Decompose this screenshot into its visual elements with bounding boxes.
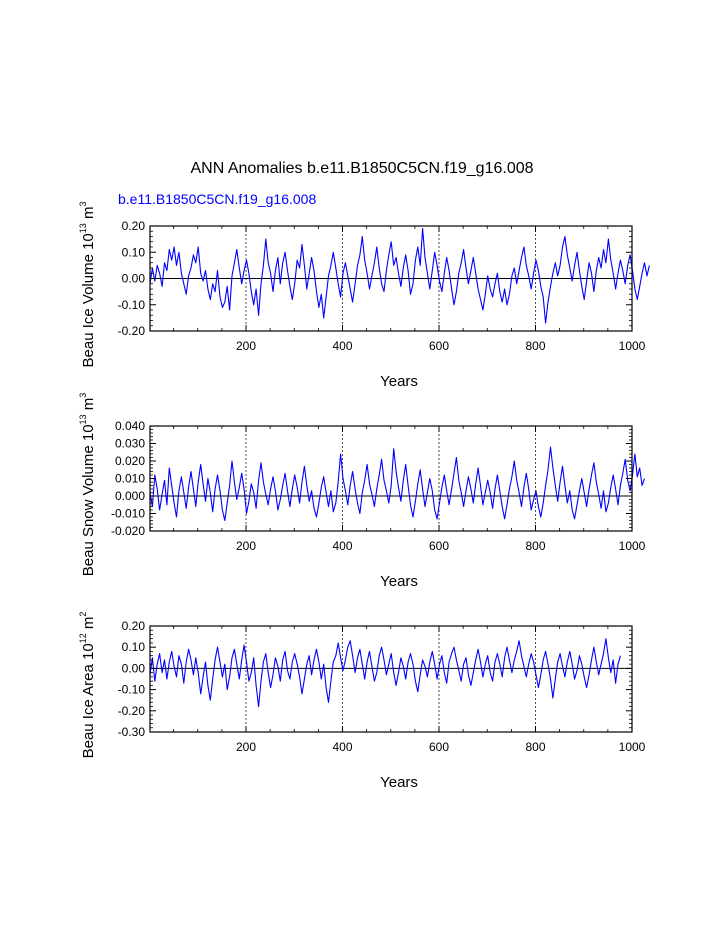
y-tick-label: 0.000 <box>115 489 145 503</box>
y-label-unit: m <box>80 207 97 224</box>
y-tick-label: 0.10 <box>122 245 146 259</box>
y-label-exponent: 13 <box>78 414 88 424</box>
x-tick-label: 200 <box>236 740 256 754</box>
figure-title: ANN Anomalies b.e11.B1850C5CN.f19_g16.00… <box>190 160 533 177</box>
y-label-text: Beau Ice Area 10 <box>80 643 97 758</box>
y-tick-label: -0.020 <box>111 524 145 538</box>
beau-ice-area-panel: 0.20 0.10 0.00 -0.10 -0.20 -0.30 200 400 600 800 1… <box>78 612 646 791</box>
x-tick-label: 800 <box>525 740 545 754</box>
y-tick-label: 0.00 <box>122 272 146 286</box>
y-label-unit: m <box>80 617 97 634</box>
y-tick-label: -0.010 <box>111 507 145 521</box>
y-axis-label: Beau Ice Volume 1013 m3 <box>78 202 97 368</box>
series-line <box>149 638 621 708</box>
x-tick-label: 600 <box>429 339 449 353</box>
y-label-exponent: 13 <box>78 223 88 233</box>
plot-frame <box>149 625 633 733</box>
y-label-text: Beau Snow Volume 10 <box>80 424 97 576</box>
y-tick-label: -0.20 <box>118 704 146 718</box>
y-axis-label: Beau Ice Area 1012 m2 <box>78 612 97 759</box>
y-tick-label: 0.20 <box>122 619 146 633</box>
x-tick-label: 800 <box>525 539 545 553</box>
y-tick-label: 0.040 <box>115 419 145 433</box>
x-tick-label: 600 <box>429 539 449 553</box>
y-tick-label: 0.010 <box>115 472 145 486</box>
y-label-unit-exponent: 3 <box>78 393 88 398</box>
run-label: b.e11.B1850C5CN.f19_g16.008 <box>118 191 316 207</box>
y-tick-label: -0.30 <box>118 725 146 739</box>
y-tick-label: 0.10 <box>122 640 146 654</box>
y-tick-label: 0.030 <box>115 437 145 451</box>
y-axis-label: Beau Snow Volume 1013 m3 <box>78 393 97 576</box>
y-label-unit-exponent: 3 <box>78 202 88 207</box>
x-tick-label: 1000 <box>619 740 646 754</box>
y-tick-label: 0.00 <box>122 661 146 675</box>
x-axis-label: Years <box>380 774 418 791</box>
x-tick-label: 200 <box>236 339 256 353</box>
x-tick-label: 1000 <box>619 539 646 553</box>
y-label-text: Beau Ice Volume 10 <box>80 233 97 367</box>
x-axis-label: Years <box>380 573 418 590</box>
x-tick-label: 200 <box>236 539 256 553</box>
x-tick-label: 1000 <box>619 339 646 353</box>
plot-frame <box>149 425 633 532</box>
y-tick-label: -0.20 <box>118 324 146 338</box>
series-line <box>149 446 646 522</box>
series-line <box>149 228 650 324</box>
y-tick-label: 0.20 <box>122 219 146 233</box>
y-tick-label: 0.020 <box>115 454 145 468</box>
beau-snow-volume-panel: 0.040 0.030 0.020 0.010 0.000 -0.010 -0.020 200… <box>78 393 646 590</box>
panels: 0.20 0.10 0.00 -0.10 -0.20 200 400 600 800 1000 Ye… <box>78 202 650 791</box>
x-tick-label: 400 <box>332 740 352 754</box>
x-axis-label: Years <box>380 373 418 390</box>
x-tick-label: 600 <box>429 740 449 754</box>
y-label-exponent: 12 <box>78 633 88 643</box>
beau-ice-volume-panel: 0.20 0.10 0.00 -0.10 -0.20 200 400 600 800 1000 Ye… <box>78 202 650 390</box>
y-label-unit: m <box>80 398 97 415</box>
x-tick-label: 400 <box>332 339 352 353</box>
x-tick-label: 800 <box>525 339 545 353</box>
y-tick-label: -0.10 <box>118 298 146 312</box>
x-tick-label: 400 <box>332 539 352 553</box>
y-tick-label: -0.10 <box>118 683 146 697</box>
y-label-unit-exponent: 2 <box>78 612 88 617</box>
